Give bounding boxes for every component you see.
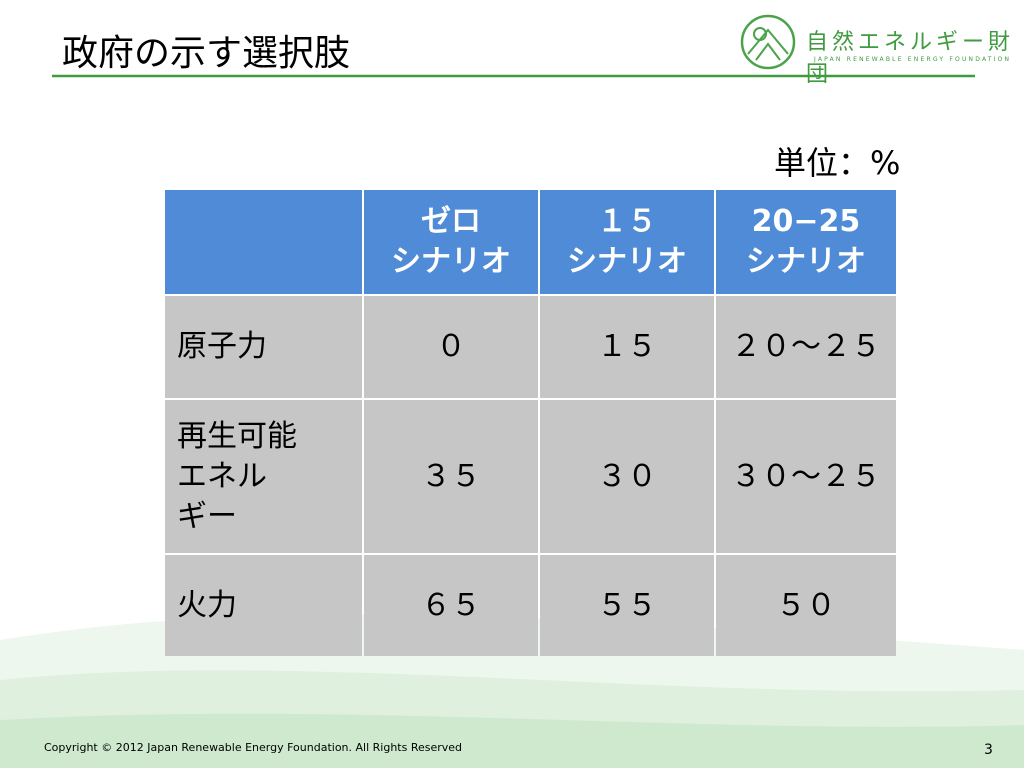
logo-name: 自然エネルギー財団 — [806, 30, 1015, 87]
cell-text: ギー — [177, 498, 237, 534]
page-number: 3 — [984, 742, 993, 758]
cell-text: 20−25 — [751, 204, 861, 239]
cell-text: 再生可能 — [177, 418, 297, 454]
cell-text: ０ — [436, 329, 466, 364]
cell: ３５ — [364, 400, 538, 553]
logo-mark — [740, 14, 796, 70]
wave — [0, 713, 1024, 768]
cell-text: ６５ — [421, 587, 481, 623]
cell-text: ゼロ — [421, 204, 481, 239]
cell-text: シナリオ — [746, 244, 866, 279]
cell-text: ５５ — [597, 587, 657, 623]
row-header: 再生可能 エネル ギー — [165, 400, 362, 553]
cell: ３０～２５ — [716, 400, 896, 553]
cell-text: ３５ — [421, 458, 481, 494]
header-cell: １５ シナリオ — [540, 190, 714, 294]
logo-mark — [747, 28, 789, 61]
header-cell: ゼロ シナリオ — [364, 190, 538, 294]
cell-text: １５ — [597, 329, 657, 364]
header-cell: 20−25 シナリオ — [716, 190, 896, 294]
cell: ２０～２５ — [716, 296, 896, 398]
title: 政府の示す選択肢 — [62, 33, 351, 74]
cell-text: 原子力 — [177, 329, 267, 364]
cell-text: シナリオ — [391, 244, 511, 279]
cell-text: ３０～２５ — [731, 458, 881, 494]
cell: ５５ — [540, 555, 714, 656]
cell-text: シナリオ — [567, 244, 687, 279]
header-cell — [165, 190, 362, 294]
cell: ３０ — [540, 400, 714, 553]
cell-text: 火力 — [177, 587, 237, 623]
cell: １５ — [540, 296, 714, 398]
cell-text: ２０～２５ — [731, 329, 881, 364]
unit: 単位：% — [774, 144, 901, 182]
cell: ０ — [364, 296, 538, 398]
copyright: Copyright © 2012 Japan Renewable Energy … — [44, 741, 463, 754]
row-header: 火力 — [165, 555, 362, 656]
cell-text: ５０ — [776, 587, 836, 623]
row-header: 原子力 — [165, 296, 362, 398]
cell: ６５ — [364, 555, 538, 656]
cell-text: １５ — [597, 204, 657, 239]
logo-subtitle: JAPAN RENEWABLE ENERGY FOUNDATION — [814, 56, 1012, 63]
cell-text: ３０ — [597, 458, 657, 494]
cell: ５０ — [716, 555, 896, 656]
cell-text: エネル — [177, 458, 267, 494]
